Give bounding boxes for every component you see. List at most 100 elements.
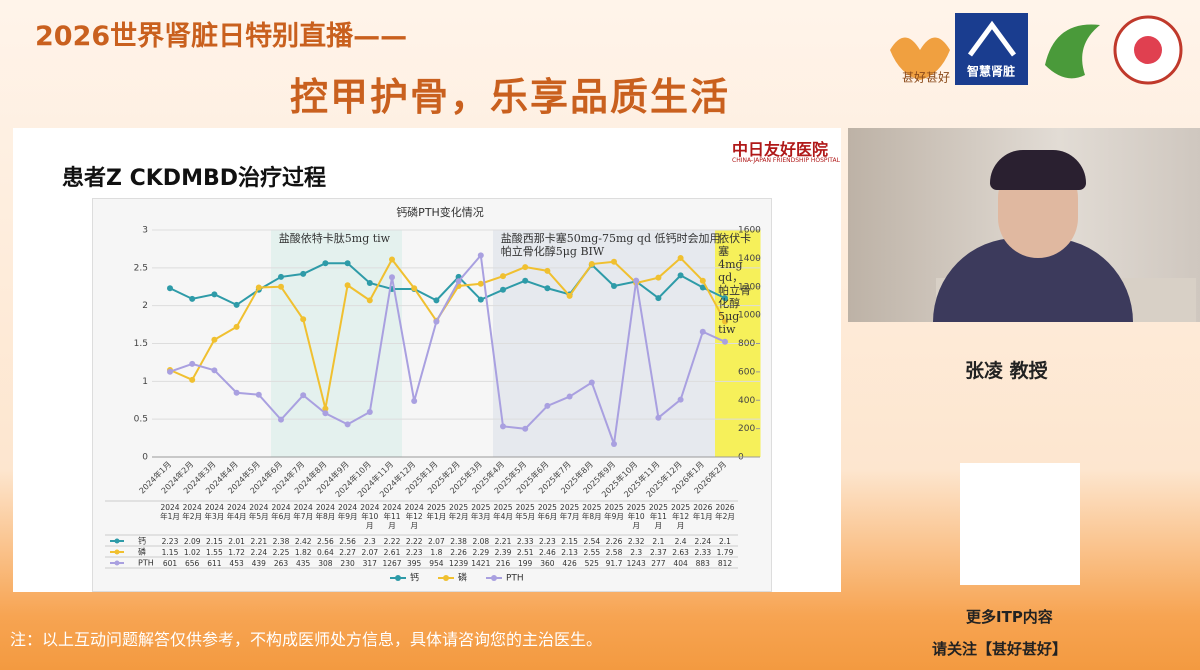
table-row-label: 磷 — [138, 547, 146, 557]
data-point — [255, 391, 262, 398]
y2-tick-label: 1200 — [738, 282, 761, 292]
table-header: 2025年4月 — [493, 503, 513, 521]
table-cell: 453 — [229, 559, 244, 568]
data-point — [300, 392, 307, 399]
table-cell: 2.15 — [206, 537, 223, 546]
data-point — [500, 273, 506, 280]
table-cell: 2.3 — [363, 537, 376, 546]
data-point — [633, 277, 640, 284]
table-cell: 2.09 — [183, 537, 201, 546]
data-point — [233, 301, 240, 308]
data-point — [477, 252, 484, 259]
data-point — [167, 368, 173, 375]
data-point — [389, 274, 395, 281]
header-subtitle: 控甲护骨，乐享品质生活 — [290, 75, 731, 119]
table-cell: 1.79 — [716, 548, 734, 557]
table-header: 2026年2月 — [715, 503, 735, 521]
table-header: 2025年6月 — [537, 503, 558, 521]
logo-shape — [967, 20, 1017, 57]
y2-tick-label: 1600 — [738, 226, 761, 236]
promo-1: 更多ITP内容 — [966, 608, 1053, 626]
data-point — [300, 316, 307, 323]
table-cell: 2.29 — [472, 548, 490, 557]
table-cell: 2.38 — [450, 537, 467, 546]
logo-heart — [890, 37, 950, 80]
series-line — [169, 253, 726, 445]
y-tick-label: 2 — [142, 301, 148, 311]
data-point — [522, 277, 529, 284]
table-cell: 230 — [340, 559, 355, 568]
table-cell: 1243 — [626, 559, 646, 568]
legend-dot — [395, 575, 401, 581]
legend-label: 磷 — [458, 572, 467, 584]
video — [848, 128, 1200, 322]
data-point — [233, 389, 240, 396]
table-cell: 2.33 — [516, 537, 534, 546]
table-header: 2024年7月 — [293, 503, 314, 521]
table-header: 2025年12月 — [671, 503, 691, 530]
table-cell: 2.08 — [472, 537, 490, 546]
table-cell: 2.51 — [516, 548, 534, 557]
data-point — [477, 296, 484, 303]
hospital: 中日友好医院 — [732, 140, 829, 159]
table-cell: 2.26 — [450, 548, 467, 557]
logo-dot — [1134, 36, 1162, 64]
data-point — [544, 402, 551, 409]
table-cell: 2.54 — [583, 537, 601, 546]
data-point — [189, 376, 196, 383]
table-cell: 601 — [162, 559, 178, 568]
data-point — [189, 295, 196, 302]
data-point — [611, 282, 617, 289]
table-cell: 2.22 — [383, 537, 401, 546]
table-cell: 2.07 — [428, 537, 445, 546]
table-cell: 656 — [185, 559, 200, 568]
logos: 甚好甚好 智慧肾脏 — [890, 13, 1183, 85]
table-cell: 308 — [318, 559, 333, 568]
table-cell: 2.56 — [339, 537, 356, 546]
legend-dot — [491, 575, 497, 581]
y2-tick-label: 1000 — [738, 311, 761, 321]
table-cell: 2.39 — [494, 548, 512, 557]
data-point — [699, 284, 706, 291]
table-header: 2024年2月 — [182, 503, 203, 521]
data-point — [389, 256, 395, 263]
table-cell: 611 — [207, 559, 222, 568]
table-cell: 2.25 — [272, 548, 290, 557]
table-header: 2025年2月 — [448, 503, 469, 521]
table-cell: 1.72 — [228, 548, 245, 557]
table-cell: 2.61 — [383, 548, 401, 557]
data-point — [566, 393, 573, 400]
data-point — [344, 282, 351, 289]
data-point — [722, 318, 728, 325]
annotation: 盐酸依特卡肽5mg tiw — [278, 232, 391, 245]
data-point — [500, 286, 506, 293]
table-header: 2025年5月 — [515, 503, 536, 521]
table-header: 2024年6月 — [271, 503, 291, 521]
logo-text: 智慧肾脏 — [966, 64, 1015, 79]
table-cell: 1239 — [449, 559, 469, 568]
data-point — [233, 323, 240, 330]
table-header: 2024年5月 — [248, 503, 269, 521]
table-cell: 2.23 — [405, 548, 423, 557]
table-cell: 2.22 — [405, 537, 423, 546]
table-cell: 2.24 — [250, 548, 268, 557]
table-cell: 2.1 — [652, 537, 665, 546]
slide-title: 患者Z CKDMBD治疗过程 — [62, 166, 326, 191]
table-cell: 426 — [562, 559, 577, 568]
data-point — [278, 273, 284, 280]
data-point — [722, 338, 728, 345]
table-cell: 317 — [362, 559, 377, 568]
annotation: 依伏卡塞4mg qd，帕立骨化醇5μg tiw — [718, 232, 752, 336]
table-cell: 883 — [695, 559, 710, 568]
table-cell: 1421 — [471, 559, 491, 568]
data-point — [189, 360, 196, 367]
data-point — [500, 423, 506, 430]
data-point — [366, 279, 373, 286]
data-point — [477, 280, 484, 287]
data-point — [344, 260, 351, 267]
data-point — [278, 416, 284, 423]
table-cell: 404 — [673, 559, 688, 568]
data-point — [588, 261, 595, 268]
data-point — [588, 379, 595, 386]
